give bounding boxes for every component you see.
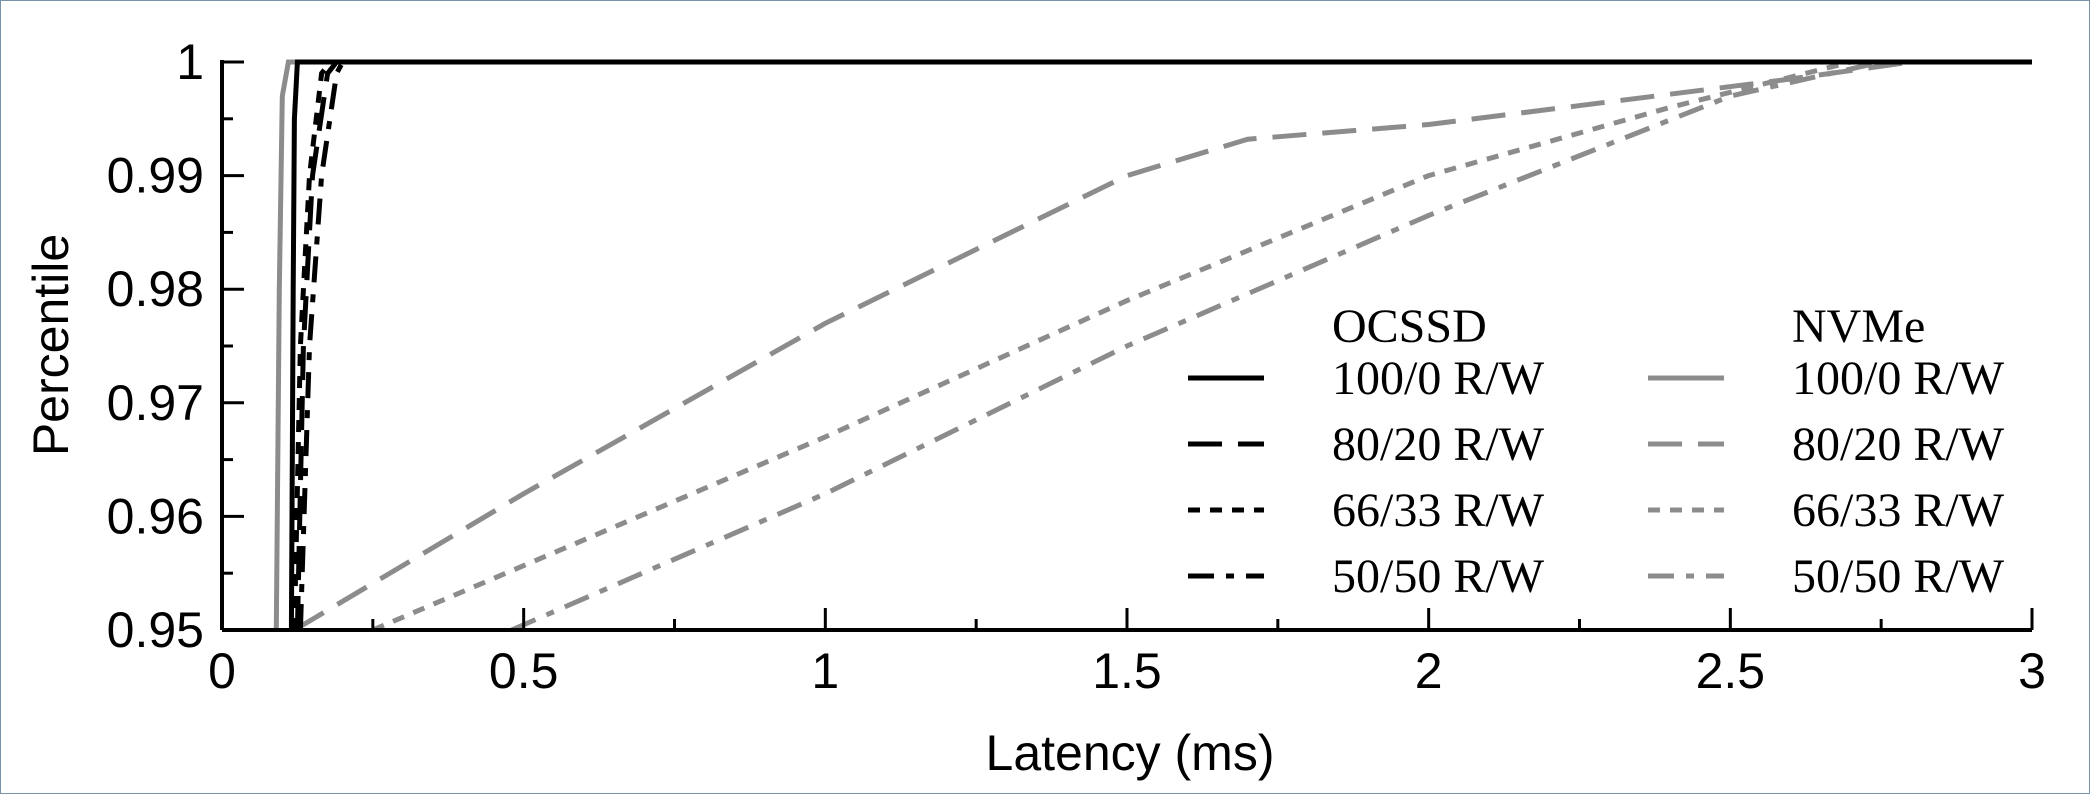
y-tick-label: 0.95 xyxy=(107,602,204,658)
y-tick-label: 0.98 xyxy=(107,261,204,317)
series-line-ocssd-50-50 xyxy=(297,60,345,631)
y-tick-label: 0.96 xyxy=(107,488,204,544)
legend-title-nvme: NVMe xyxy=(1792,300,1925,353)
legend-label: 66/33 R/W xyxy=(1332,484,1545,537)
y-tick-label: 1 xyxy=(176,34,204,90)
legend-label: 80/20 R/W xyxy=(1332,418,1545,471)
ticks: 0 0.5 1 1.5 2 2.5 3 0.95 0.96 0.97 0.98 0.99 1 xyxy=(107,34,2046,699)
series-line-nvme-100-0 xyxy=(273,59,307,631)
y-tick-label: 0.99 xyxy=(107,148,204,204)
series-line-ocssd-80-20 xyxy=(294,60,339,631)
x-axis-title: Latency (ms) xyxy=(986,725,1275,781)
x-tick-label: 1.5 xyxy=(1092,643,1162,699)
legend-label: 50/50 R/W xyxy=(1332,550,1545,603)
legend-label: 50/50 R/W xyxy=(1792,550,2005,603)
y-axis-title: Percentile xyxy=(23,234,79,456)
series-line-nvme-80-20 xyxy=(293,59,2032,633)
plot-lines xyxy=(273,59,2032,633)
x-tick-label: 2.5 xyxy=(1696,643,1766,699)
series-line-nvme-50-50 xyxy=(510,59,2032,633)
x-tick-label: 0 xyxy=(208,643,236,699)
x-tick-label: 0.5 xyxy=(489,643,559,699)
legend-label: 100/0 R/W xyxy=(1792,352,2005,405)
series-line-nvme-66-33 xyxy=(371,59,2032,633)
legend-label: 100/0 R/W xyxy=(1332,352,1545,405)
x-tick-label: 3 xyxy=(2018,643,2046,699)
x-tick-label: 2 xyxy=(1415,643,1443,699)
series-line-ocssd-100-0 xyxy=(288,59,2032,631)
x-tick-label: 1 xyxy=(811,643,839,699)
legend-label: 80/20 R/W xyxy=(1792,418,2005,471)
y-tick-label: 0.97 xyxy=(107,375,204,431)
legend-title-ocssd: OCSSD xyxy=(1332,300,1487,353)
legend-label: 66/33 R/W xyxy=(1792,484,2005,537)
